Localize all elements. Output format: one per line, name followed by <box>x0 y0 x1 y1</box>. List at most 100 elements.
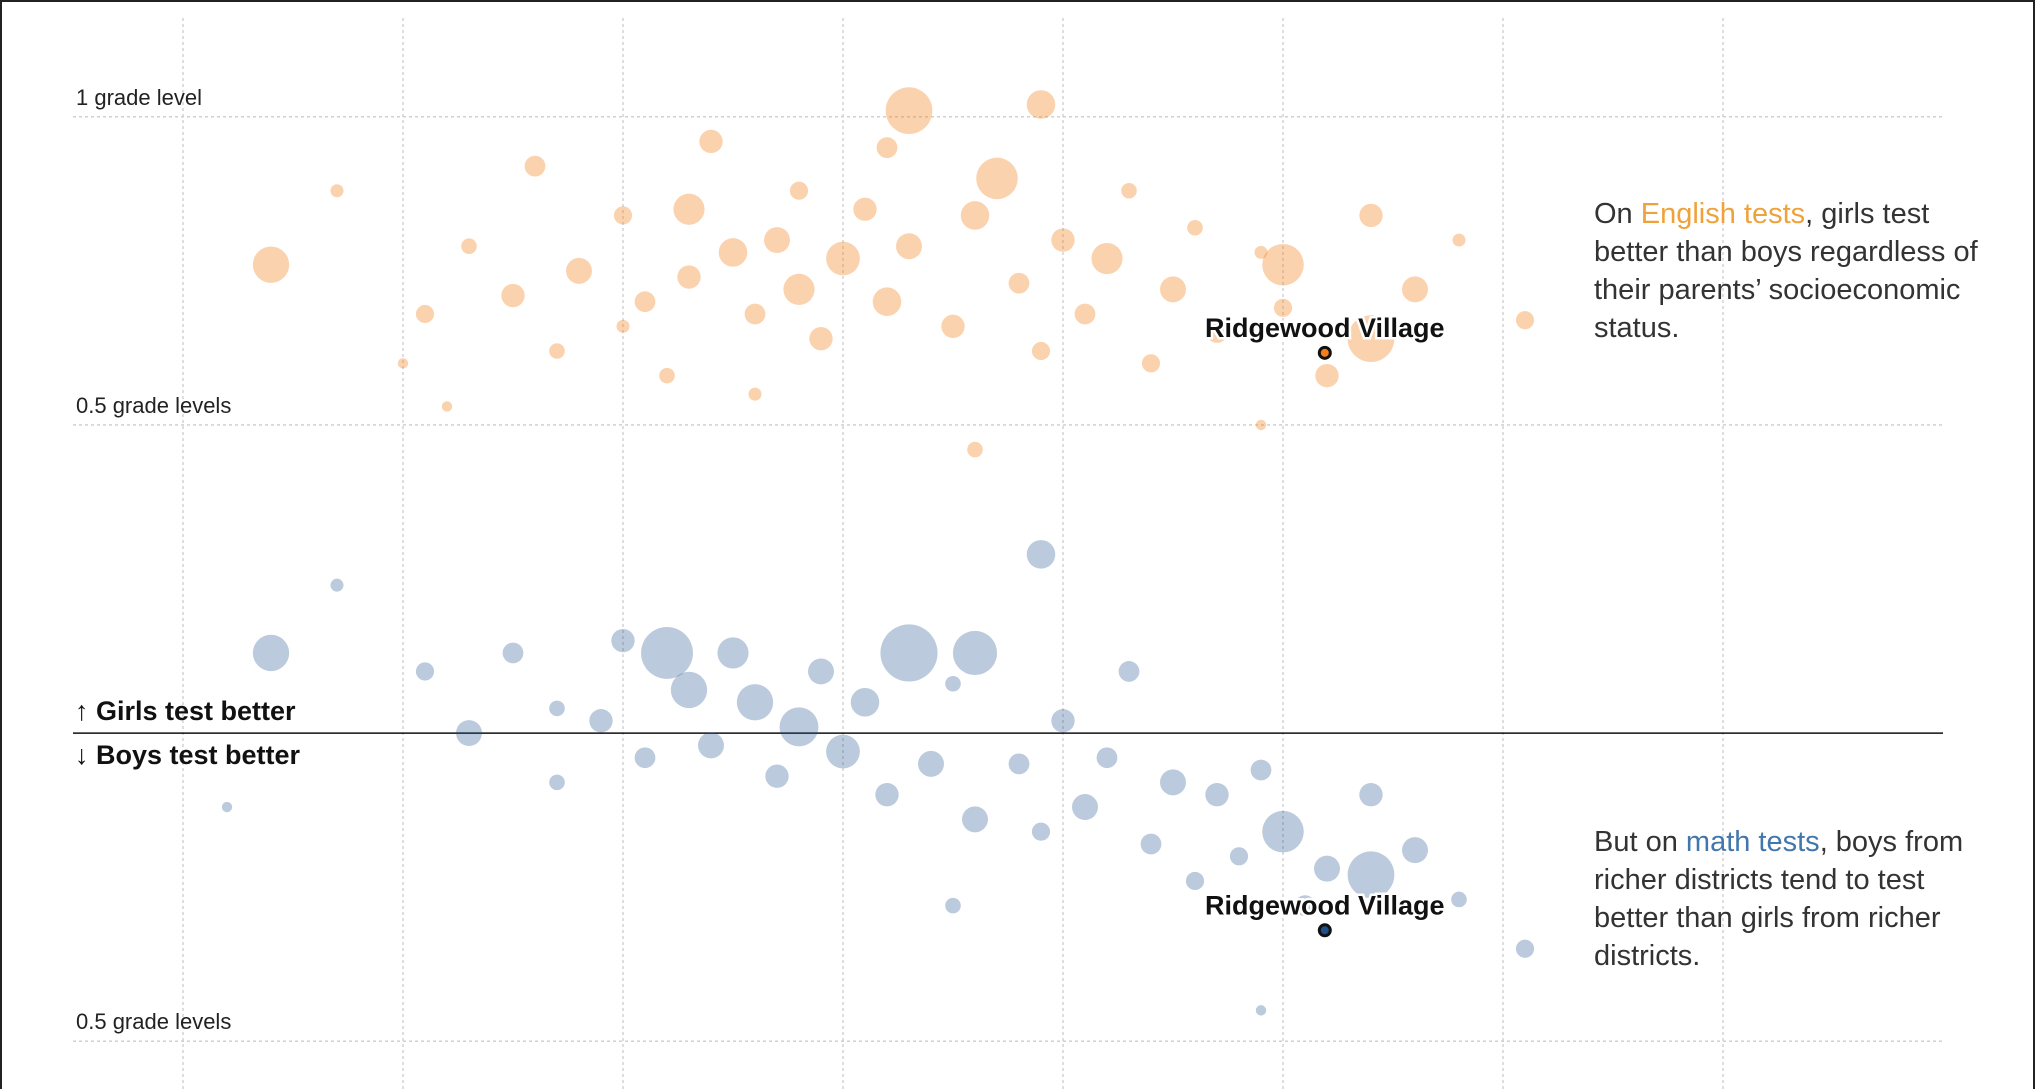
bubble <box>1515 311 1535 330</box>
bubble <box>1359 783 1383 807</box>
bubble <box>670 671 708 709</box>
bubble <box>549 774 565 791</box>
english-note: On English tests, girls test better than… <box>1594 195 1984 347</box>
bubble <box>779 707 819 747</box>
bubble <box>850 687 880 717</box>
bubble <box>1452 233 1466 247</box>
bubble <box>1074 303 1096 325</box>
bubble <box>962 806 988 833</box>
bubble <box>549 343 565 359</box>
bubble <box>967 441 983 458</box>
bubble <box>673 193 705 225</box>
bubble <box>1096 747 1118 769</box>
bubble <box>1402 837 1428 864</box>
bubble <box>876 137 898 159</box>
bubble <box>1515 939 1535 958</box>
bubble <box>717 637 749 669</box>
bubble <box>397 358 409 369</box>
bubble <box>1051 709 1075 733</box>
bubble <box>456 720 482 747</box>
bubble <box>1140 833 1162 855</box>
bubble <box>566 257 592 284</box>
bubble <box>1273 298 1293 317</box>
bubble <box>960 201 990 230</box>
bubble <box>976 157 1018 200</box>
highlight-label: Ridgewood Village <box>1205 890 1445 920</box>
bubble <box>765 764 789 788</box>
bubble <box>1255 419 1267 431</box>
bubble <box>1072 794 1098 820</box>
bubble <box>896 233 922 260</box>
bubble <box>634 291 656 313</box>
bubble <box>1402 276 1428 303</box>
bubble <box>1294 895 1316 916</box>
bubble <box>252 246 290 283</box>
bubble <box>1008 753 1030 775</box>
note-text: , girls test better than boys regardless… <box>1594 198 1978 344</box>
bubble <box>853 197 877 221</box>
bubble <box>718 238 748 267</box>
bubble <box>1250 759 1272 781</box>
bubble <box>252 634 290 672</box>
note-highlight: math tests <box>1685 826 1820 858</box>
math-note: But on math tests, boys from richer dist… <box>1594 823 1984 975</box>
bubble <box>1008 272 1030 294</box>
bubble <box>415 662 435 681</box>
bubble <box>736 684 774 721</box>
y-tick-label: 0.5 grade levels <box>76 393 231 418</box>
bubble <box>611 628 635 653</box>
annotation: ↓ Boys test better <box>75 740 301 770</box>
bubble <box>1160 769 1186 796</box>
bubble <box>918 750 944 777</box>
bubble <box>1347 315 1395 363</box>
bubble <box>699 129 723 154</box>
bubble <box>634 747 656 769</box>
bubble <box>641 626 693 679</box>
bubble <box>330 578 344 592</box>
bubble <box>589 709 613 733</box>
bubble <box>945 897 961 914</box>
bubble <box>872 287 902 316</box>
bubble <box>659 367 675 384</box>
bubble <box>613 206 633 225</box>
bubble <box>1359 203 1383 228</box>
bubble <box>875 783 899 807</box>
bubble <box>945 675 961 692</box>
bubble <box>441 401 453 412</box>
bubble <box>826 734 860 769</box>
bubble <box>1205 783 1229 807</box>
bubble <box>1451 891 1467 908</box>
y-tick-label: 0.5 grade levels <box>76 1009 231 1034</box>
bubble <box>1262 243 1304 286</box>
bubble <box>461 238 477 255</box>
bubble <box>885 87 933 135</box>
highlight-dot <box>1317 923 1332 938</box>
bubble <box>1229 847 1249 866</box>
bubble <box>1254 245 1268 259</box>
bubble <box>501 283 525 308</box>
bubble <box>941 314 965 339</box>
bubble <box>789 181 809 200</box>
bubble <box>1255 1005 1267 1016</box>
bubble <box>1091 242 1123 275</box>
note-highlight: English tests <box>1640 198 1806 230</box>
bubble <box>744 303 766 325</box>
bubble <box>330 184 344 198</box>
bubble <box>549 700 565 717</box>
bubble <box>1160 276 1186 303</box>
bubble <box>677 265 701 289</box>
note-text: But on <box>1594 826 1686 858</box>
bubble <box>809 326 833 351</box>
bubble <box>524 155 546 177</box>
bubble <box>808 658 834 685</box>
bubble <box>1315 363 1339 388</box>
highlight-label: Ridgewood Village <box>1205 313 1445 343</box>
bubble <box>1121 182 1137 199</box>
bubble <box>1141 354 1161 373</box>
bubble <box>698 732 724 759</box>
bubble <box>1031 822 1051 841</box>
bubble <box>1118 661 1140 682</box>
bubble <box>221 801 233 813</box>
bubble <box>880 624 938 682</box>
